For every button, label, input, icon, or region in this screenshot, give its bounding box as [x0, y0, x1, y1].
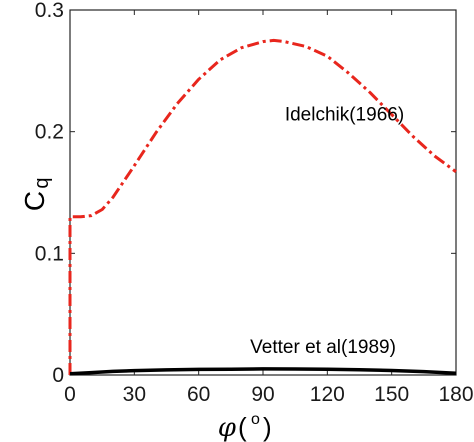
x-tick-label: 60: [187, 383, 210, 406]
y-tick-label: 0: [52, 364, 64, 387]
axes-box: [69, 9, 457, 376]
x-tick-label: 90: [251, 383, 274, 406]
x-tick-label: 0: [64, 383, 76, 406]
series-line-0: [68, 38, 457, 375]
plot-area: 0 30 60 90 120 150 180 0 0.1 0.2 0.3 Idelchik(1966)…: [35, 0, 474, 406]
series-line-1: [69, 367, 457, 376]
x-axis-label-open-paren: (: [238, 412, 247, 442]
x-axis-label-close-paren: ): [263, 412, 272, 442]
annotation-label-1: Vetter et al(1989): [250, 337, 396, 358]
y-tick-label: 0.3: [35, 0, 64, 22]
x-tick-label: 30: [123, 383, 146, 406]
y-axis-label: C q: [19, 177, 53, 211]
y-tick-label: 0.1: [35, 242, 64, 265]
x-axis-label-symbol: φ: [218, 413, 237, 442]
y-tick-label: 0.2: [35, 121, 64, 144]
y-axis-label-main: C: [19, 191, 50, 211]
y-axis-label-subscript: q: [31, 177, 53, 188]
x-axis-label: φ ( o ): [218, 411, 272, 442]
x-tick-label: 120: [310, 383, 345, 406]
annotation-label-0: Idelchik(1966): [285, 105, 404, 126]
x-tick-label: 150: [374, 383, 409, 406]
x-axis-label-degree: o: [251, 411, 260, 428]
x-tick-label: 180: [438, 383, 473, 406]
